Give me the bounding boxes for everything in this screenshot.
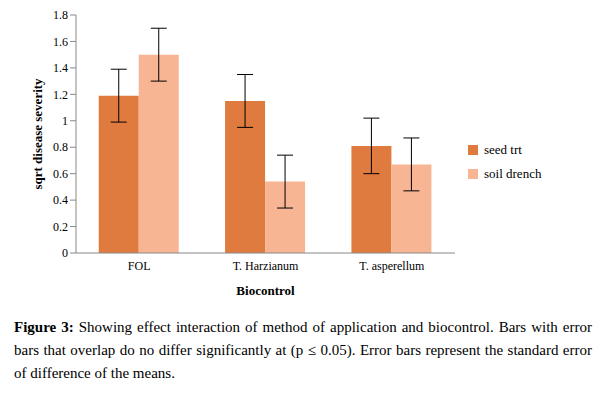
svg-text:T. asperellum: T. asperellum <box>359 259 425 273</box>
svg-text:1.6: 1.6 <box>53 35 68 49</box>
svg-text:0.8: 0.8 <box>53 140 68 154</box>
svg-text:Biocontrol: Biocontrol <box>236 283 295 298</box>
html-text:seed trt: seed trt <box>484 142 522 157</box>
svg-text:T. Harzianum: T. Harzianum <box>233 259 299 273</box>
html-text:soil drench: soil drench <box>484 166 542 181</box>
svg-text:1: 1 <box>62 114 68 128</box>
html-text:sqrt disease severity: sqrt disease severity <box>30 78 45 190</box>
svg-text:0.2: 0.2 <box>53 220 68 234</box>
svg-text:0: 0 <box>62 246 68 260</box>
svg-text:1.4: 1.4 <box>53 61 68 75</box>
svg-text:1.8: 1.8 <box>53 8 68 22</box>
svg-text:FOL: FOL <box>128 259 151 273</box>
html-text:Figure 3: Showing effect inter: Figure 3: Showing effect interaction of … <box>14 319 592 381</box>
svg-text:0.4: 0.4 <box>53 193 68 207</box>
svg-text:1.2: 1.2 <box>53 88 68 102</box>
svg-text:0.6: 0.6 <box>53 167 68 181</box>
